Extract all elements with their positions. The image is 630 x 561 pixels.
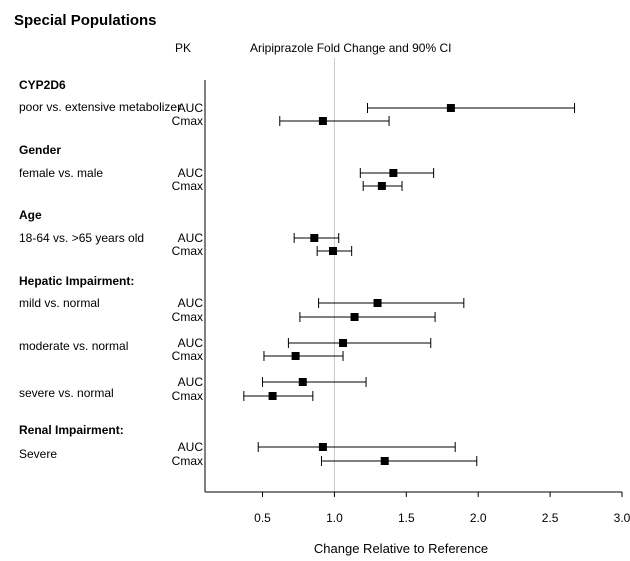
pk-label: AUC xyxy=(178,375,204,389)
point-estimate xyxy=(268,392,277,400)
pk-label: Cmax xyxy=(172,349,203,363)
x-axis-title: Change Relative to Reference xyxy=(314,541,488,556)
group-label: Gender xyxy=(19,143,61,157)
subgroup-label: 18-64 vs. >65 years old xyxy=(19,231,144,245)
plot-column-header: Aripiprazole Fold Change and 90% CI xyxy=(250,41,451,55)
pk-label: AUC xyxy=(178,296,204,310)
x-tick-label: 0.5 xyxy=(254,511,271,525)
pk-label: AUC xyxy=(178,101,204,115)
point-estimate xyxy=(389,169,398,177)
pk-label: AUC xyxy=(178,231,204,245)
group-label: Hepatic Impairment: xyxy=(19,274,134,288)
subgroup-label: female vs. male xyxy=(19,166,103,180)
pk-label: AUC xyxy=(178,166,204,180)
point-estimate xyxy=(298,378,307,386)
x-tick-label: 1.5 xyxy=(398,511,415,525)
point-estimate xyxy=(446,104,455,112)
pk-label: Cmax xyxy=(172,310,203,324)
point-estimate xyxy=(310,234,319,242)
group-label: Renal Impairment: xyxy=(19,423,124,437)
group-label: Age xyxy=(19,208,42,222)
pk-label: Cmax xyxy=(172,454,203,468)
subgroup-label: moderate vs. normal xyxy=(19,339,128,353)
x-tick-label: 3.0 xyxy=(614,511,630,525)
point-estimate xyxy=(380,457,389,465)
x-tick-label: 1.0 xyxy=(326,511,343,525)
point-estimate xyxy=(350,313,359,321)
pk-label: Cmax xyxy=(172,389,203,403)
point-estimate xyxy=(328,247,337,255)
group-label: CYP2D6 xyxy=(19,78,66,92)
point-estimate xyxy=(318,443,327,451)
subgroup-label: mild vs. normal xyxy=(19,296,100,310)
point-estimate xyxy=(318,117,327,125)
pk-label: AUC xyxy=(178,440,204,454)
pk-label: Cmax xyxy=(172,179,203,193)
x-axis: 0.5 1.0 1.5 2.0 2.5 3.0 xyxy=(204,80,630,525)
pk-label: Cmax xyxy=(172,114,203,128)
subgroup-label: Severe xyxy=(19,447,57,461)
point-estimate xyxy=(377,182,386,190)
point-estimate xyxy=(291,352,300,360)
data-marks xyxy=(243,103,576,466)
x-tick-label: 2.0 xyxy=(470,511,487,525)
point-estimate xyxy=(339,339,348,347)
point-estimate xyxy=(373,299,382,307)
subgroup-label: severe vs. normal xyxy=(19,386,114,400)
x-tick-label: 2.5 xyxy=(542,511,559,525)
pk-label: Cmax xyxy=(172,244,203,258)
pk-label: AUC xyxy=(178,336,204,350)
pk-column-header: PK xyxy=(175,41,191,55)
chart-title: Special Populations xyxy=(14,12,157,29)
subgroup-label: poor vs. extensive metabolizer xyxy=(19,100,181,114)
